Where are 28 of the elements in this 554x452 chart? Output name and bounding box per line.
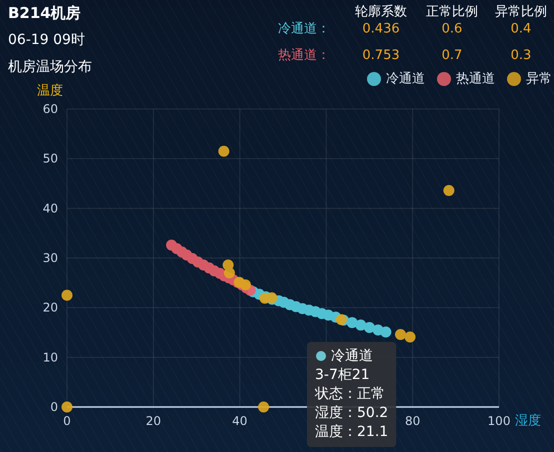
legend-label: 异常 bbox=[526, 72, 552, 86]
x-tick-label: 80 bbox=[404, 414, 420, 428]
annotation: 状态：正常 bbox=[314, 386, 385, 402]
text: 轮廓系数 正常比例 异常比例 bbox=[355, 4, 547, 20]
legend-label: 冷通道 bbox=[386, 72, 425, 86]
x-axis-title: 湿度 bbox=[515, 412, 541, 428]
annotation: 湿度：50.2 bbox=[315, 405, 388, 421]
legend-label: 热通道 bbox=[456, 72, 495, 86]
text: 冷通道： 0.436 0.6 0.4 bbox=[278, 22, 532, 36]
text: 温度：21.1 bbox=[315, 424, 388, 440]
y-tick-label: 20 bbox=[42, 300, 58, 315]
text: 热通道： 0.753 0.7 0.3 bbox=[278, 48, 532, 63]
y-tick-label: 10 bbox=[42, 350, 58, 364]
x-tick-label: 40 bbox=[232, 414, 248, 428]
text: 机房温场分布 bbox=[8, 59, 92, 75]
x-tick-label: 100 bbox=[488, 414, 510, 428]
y-tick-label: 0 bbox=[50, 400, 58, 414]
annotation: 3-7柜21 bbox=[315, 367, 370, 383]
y-axis-title: 温度 bbox=[37, 82, 63, 98]
x-tick-label: 0 bbox=[63, 414, 71, 428]
annotation: 冷通道 bbox=[331, 348, 373, 364]
chart-title: B214机房 bbox=[8, 4, 81, 22]
x-tick-label: 20 bbox=[146, 414, 162, 428]
y-tick-label: 40 bbox=[42, 201, 58, 216]
chart-subtitle: 06-19 09时 bbox=[8, 32, 85, 48]
y-tick-label: 30 bbox=[42, 251, 58, 265]
y-tick-label: 50 bbox=[42, 152, 58, 166]
y-tick-label: 60 bbox=[42, 102, 58, 116]
